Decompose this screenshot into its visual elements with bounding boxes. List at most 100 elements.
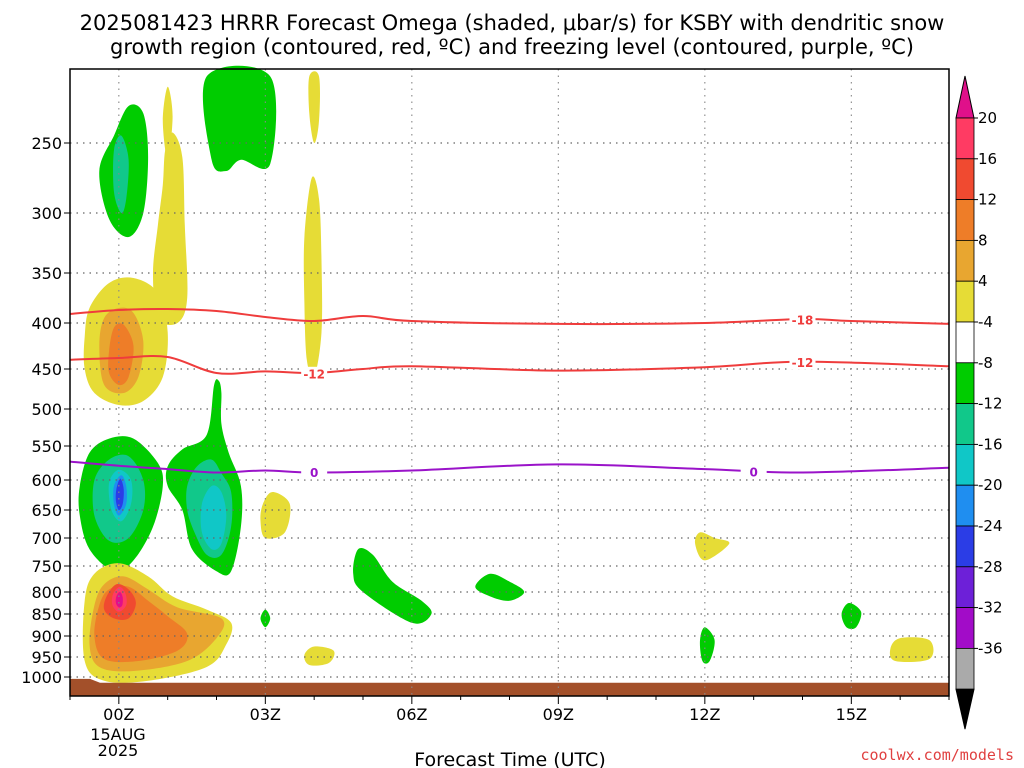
y-tick-label-300: 300 <box>31 204 62 223</box>
x-tick-label-00Z: 00Z <box>103 705 134 724</box>
omega-region-7 <box>202 65 277 172</box>
y-tick-label-250: 250 <box>31 134 62 153</box>
date-label-day: 15AUG <box>90 725 145 744</box>
colorbar-label-13: -36 <box>978 639 1003 657</box>
colorbar-swatch-3 <box>955 239 975 282</box>
terrain-band <box>70 678 949 696</box>
y-tick-label-700: 700 <box>31 529 62 548</box>
omega-region-23 <box>699 627 715 664</box>
plot-frame <box>69 68 950 697</box>
colorbar-swatch-7 <box>955 403 975 445</box>
colorbar-swatch-5 <box>955 321 975 364</box>
colorbar: 20 16 12 8 4 -4 -8 -12 -16 -20 -24 -28 -32 -36 <box>955 75 1003 730</box>
colorbar-label-10: -24 <box>978 517 1003 535</box>
omega-region-21 <box>694 532 730 561</box>
omega-region-17 <box>200 485 227 550</box>
y-tick-label-500: 500 <box>31 400 62 419</box>
chart-title: 2025081423 HRRR Forecast Omega (shaded, … <box>80 11 945 59</box>
colorbar-bottom-arrow <box>955 688 975 730</box>
colorbar-swatch-0 <box>955 117 975 160</box>
x-tick-label-09Z: 09Z <box>543 705 574 724</box>
colorbar-label-7: -12 <box>978 395 1003 413</box>
y-tick-label-800: 800 <box>31 583 62 602</box>
colorbar-label-4: 4 <box>978 272 988 290</box>
y-tick-label-550: 550 <box>31 437 62 456</box>
omega-region-8 <box>308 71 320 144</box>
colorbar-label-1: 16 <box>978 150 997 168</box>
contour-label-bg-4 <box>740 464 767 479</box>
colorbar-swatch-8 <box>955 443 975 486</box>
omega-region-6 <box>108 323 134 386</box>
title-line-2: growth region (contoured, red, ºC) and f… <box>110 35 914 59</box>
contour-label-3: 0 <box>310 466 318 480</box>
terrain-layer <box>70 678 949 696</box>
colorbar-swatch-1 <box>955 158 975 201</box>
colorbar-label-5: -4 <box>978 313 993 331</box>
grid-lines <box>70 69 949 696</box>
time-axis: 00Z 03Z 06Z 09Z 12Z 15Z <box>69 696 950 724</box>
colorbar-label-2: 12 <box>978 191 997 209</box>
colorbar-top-arrow <box>955 75 975 119</box>
colorbar-label-8: -16 <box>978 435 1003 453</box>
date-label-year: 2025 <box>98 741 139 760</box>
x-tick-label-06Z: 06Z <box>396 705 427 724</box>
contour-label-1: -12 <box>303 367 325 381</box>
omega-region-22 <box>260 609 271 628</box>
y-tick-label-600: 600 <box>31 471 62 490</box>
contour-line-minus12 <box>69 355 950 375</box>
pressure-axis: 250 300 350 400 450 500 550 600 650 700 750 800 850 9… <box>21 134 70 687</box>
x-axis-title: Forecast Time (UTC) <box>414 749 605 768</box>
y-tick-label-350: 350 <box>31 264 62 283</box>
colorbar-label-6: -8 <box>978 354 993 372</box>
colorbar-label-0: 20 <box>978 109 997 127</box>
contour-label-0: -18 <box>792 314 814 328</box>
colorbar-swatch-6 <box>955 362 975 404</box>
colorbar-swatch-11 <box>955 566 975 608</box>
credit-link[interactable]: coolwx.com/models <box>860 746 1014 764</box>
y-tick-label-400: 400 <box>31 314 62 333</box>
contour-label-bg-3 <box>301 465 328 480</box>
omega-region-32 <box>115 591 123 608</box>
x-tick-label-03Z: 03Z <box>250 705 281 724</box>
x-tick-label-15Z: 15Z <box>836 705 867 724</box>
omega-region-25 <box>304 646 335 666</box>
y-tick-label-850: 850 <box>31 605 62 624</box>
contour-label-bg-1 <box>301 366 328 381</box>
colorbar-swatch-4 <box>955 280 975 323</box>
omega-region-9 <box>303 176 323 379</box>
contour-label-bg-0 <box>789 313 816 327</box>
colorbar-swatch-12 <box>955 607 975 649</box>
x-tick-label-12Z: 12Z <box>689 705 720 724</box>
omega-region-19 <box>353 547 432 624</box>
contour-line-minus18 <box>69 307 950 326</box>
omega-region-3 <box>162 86 173 160</box>
colorbar-swatch-2 <box>955 199 975 241</box>
omega-region-26 <box>889 637 934 663</box>
omega-region-1 <box>113 135 129 214</box>
colorbar-swatch-9 <box>955 484 975 527</box>
y-tick-label-950: 950 <box>31 648 62 667</box>
colorbar-label-11: -28 <box>978 558 1003 576</box>
temperature-contours: -18 -12 -12 0 0 <box>69 307 950 480</box>
title-line-1: 2025081423 HRRR Forecast Omega (shaded, … <box>80 11 945 35</box>
y-tick-label-1000: 1000 <box>21 668 62 687</box>
omega-shading <box>78 65 934 683</box>
y-tick-label-900: 900 <box>31 627 62 646</box>
omega-region-18 <box>260 492 291 539</box>
colorbar-label-3: 8 <box>978 231 988 249</box>
contour-label-bg-2 <box>789 355 816 370</box>
omega-region-14 <box>115 478 124 511</box>
y-tick-label-750: 750 <box>31 557 62 576</box>
y-tick-label-450: 450 <box>31 360 62 379</box>
contour-label-4: 0 <box>749 465 757 479</box>
colorbar-label-12: -32 <box>978 599 1003 617</box>
colorbar-label-9: -20 <box>978 476 1003 494</box>
y-tick-label-650: 650 <box>31 501 62 520</box>
contour-label-2: -12 <box>792 356 814 370</box>
omega-region-20 <box>475 573 525 601</box>
plot-area: -18 -12 -12 0 0 <box>69 65 950 697</box>
colorbar-swatch-10 <box>955 525 975 568</box>
colorbar-swatch-13 <box>955 648 975 690</box>
omega-region-2 <box>153 132 188 326</box>
